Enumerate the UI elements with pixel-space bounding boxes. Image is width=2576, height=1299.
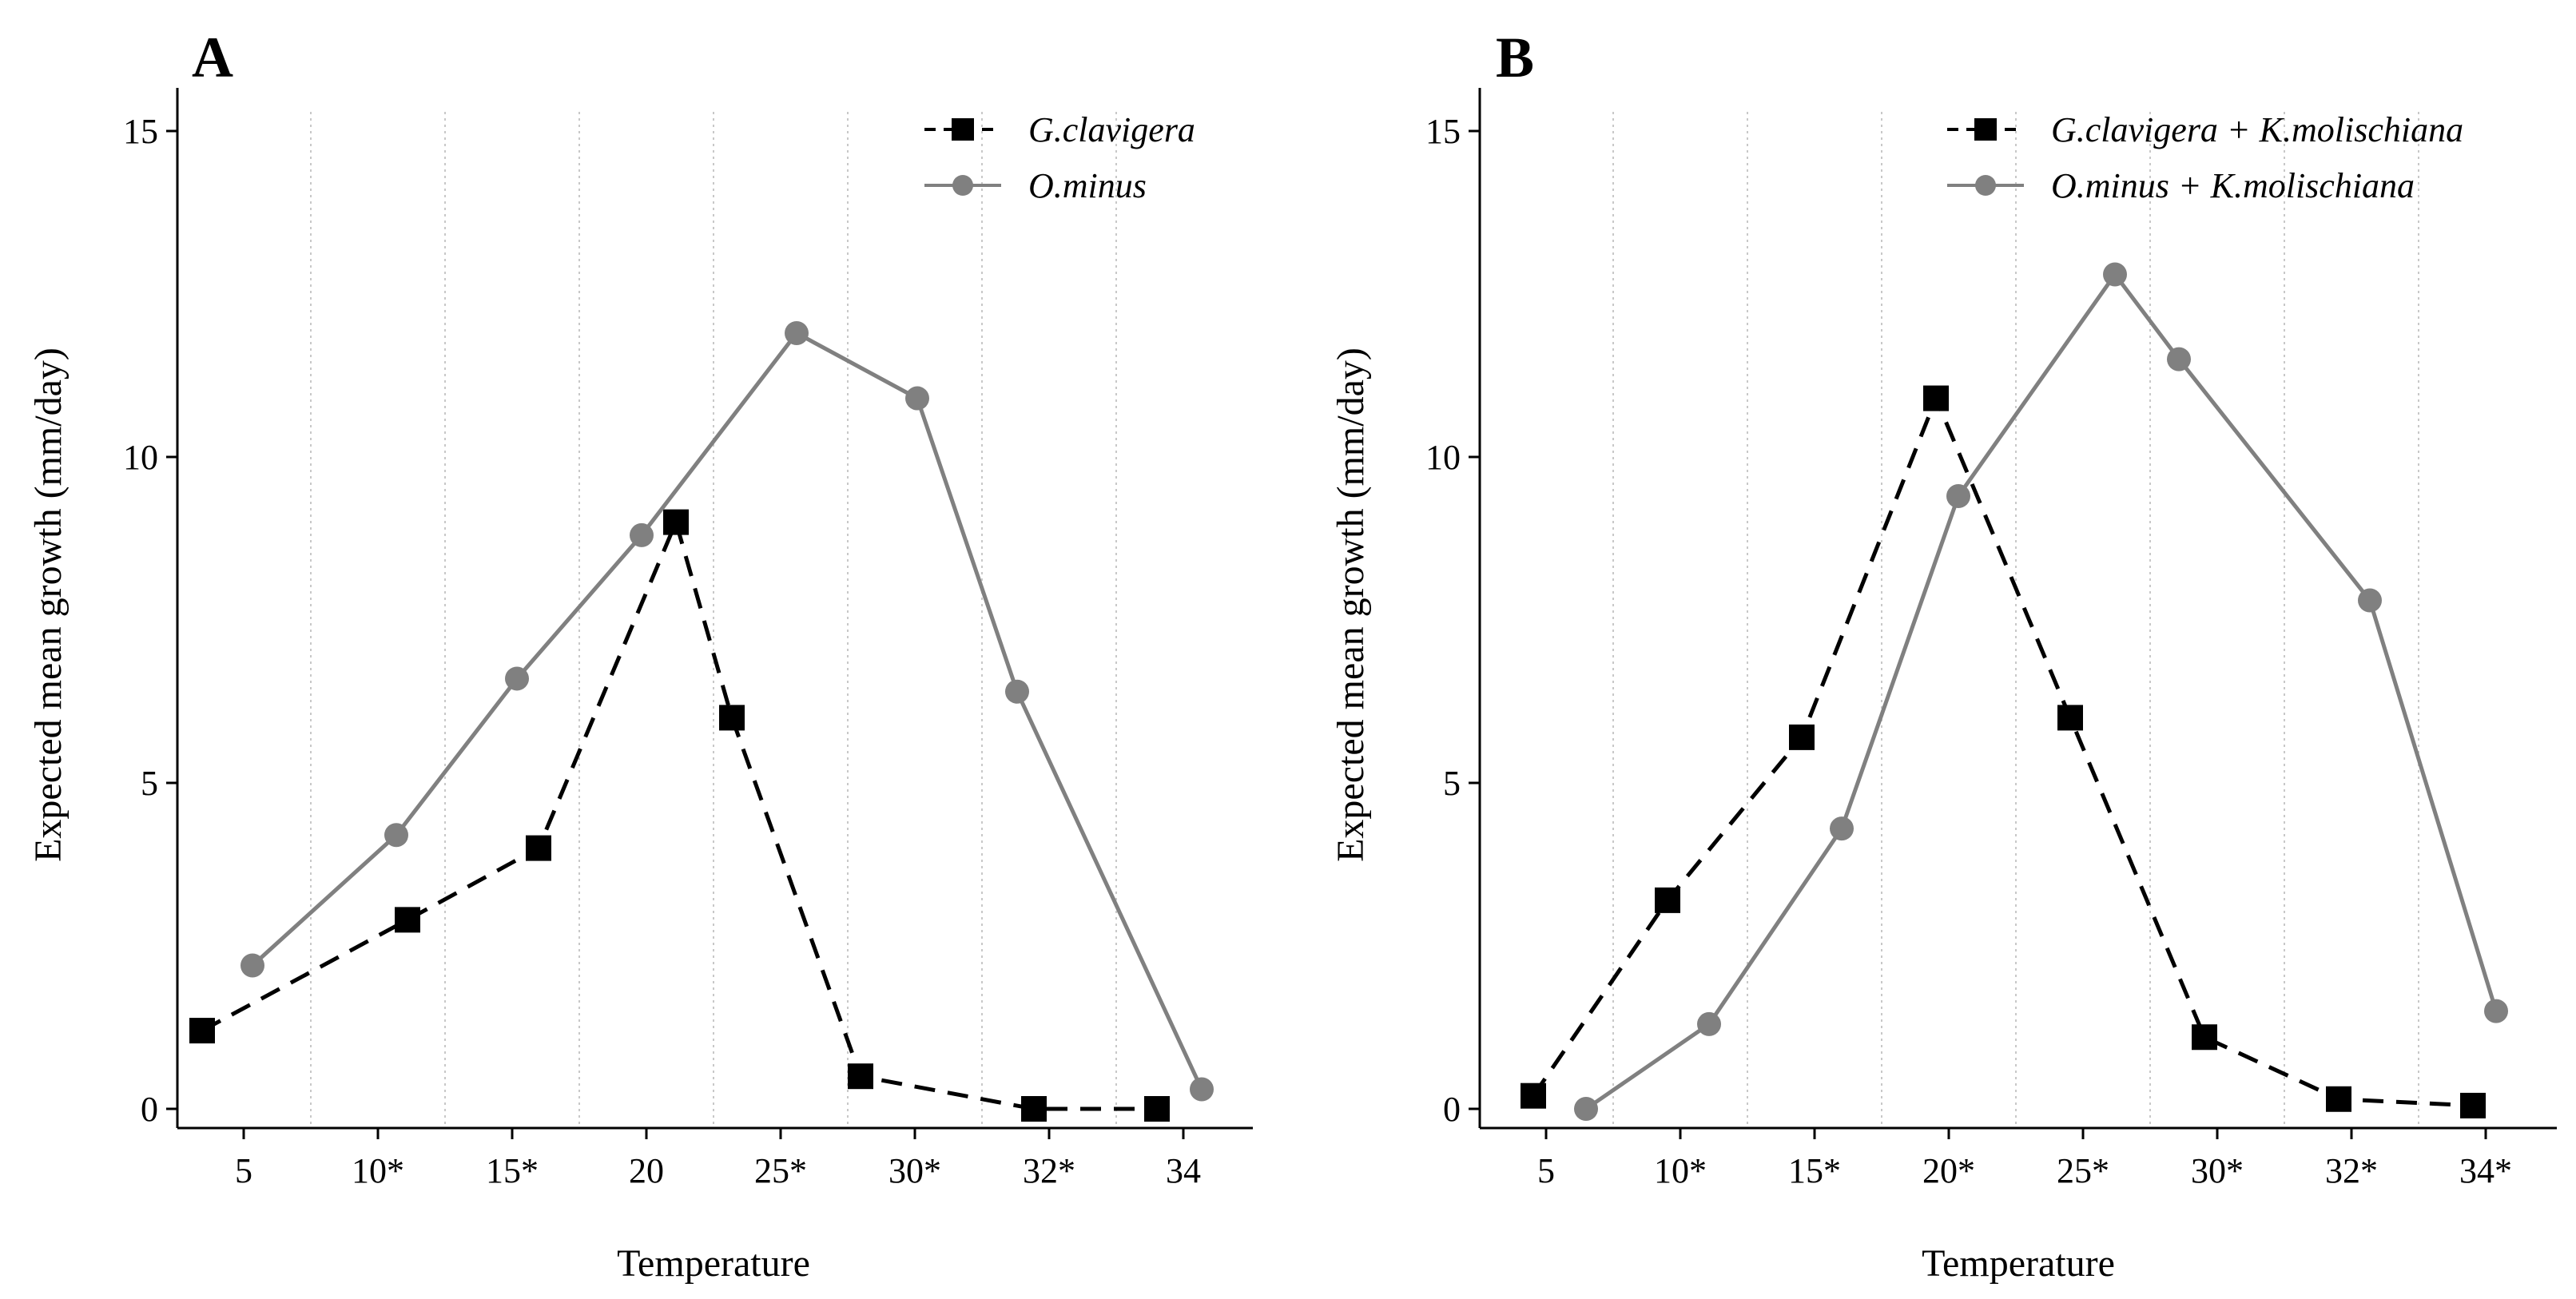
panel-a-legend: G.clavigera O.minus [924, 110, 1195, 205]
panel-b: B 0 5 10 15 5 10* 15* 20* 25* 30* 32* 34* G.clavige… [1330, 26, 2557, 1285]
panel-b-data-point-circle [1574, 1097, 1598, 1121]
panel-b-data-point-square [2326, 1086, 2351, 1112]
panel-b-y-tick-label: 5 [1443, 764, 1461, 803]
panel-b-data-point-circle [1697, 1011, 1721, 1036]
panel-b-y-axis-title: Expected mean growth (mm/day) [1330, 348, 1372, 862]
panel-b-solid-series-line [1584, 271, 2498, 1111]
panel-b-x-axis-title: Temperature [1922, 1242, 2115, 1285]
panel-b-y-tick-label: 0 [1443, 1090, 1461, 1129]
panel-letter-b: B [1496, 26, 1534, 89]
panel-a: A 0 5 10 15 5 10* 15* 20 25* 30* 32* 34 G.clavigera… [27, 26, 1253, 1285]
panel-b-y-tick-label: 10 [1425, 438, 1461, 477]
panel-b-grid [1612, 112, 2419, 1128]
panel-a-solid-series-line [251, 330, 1204, 1090]
panel-b-x-tick-label: 20* [1922, 1151, 1975, 1190]
panel-a-data-point-square [1144, 1096, 1170, 1122]
panel-a-data-point-circle [1005, 679, 1029, 704]
panel-a-y-tick-label: 15 [123, 112, 158, 151]
panel-a-x-tick-label: 32* [1023, 1151, 1075, 1190]
panel-a-data-point-circle [905, 386, 929, 411]
panel-b-data-point-circle [2358, 588, 2382, 613]
panel-a-x-tick-label: 5 [235, 1151, 252, 1190]
panel-b-data-point-circle [2484, 999, 2508, 1023]
panel-b-x-tick-label: 5 [1537, 1151, 1555, 1190]
panel-b-legend: G.clavigera + K.molischiana O.minus + K.m… [1947, 110, 2463, 205]
panel-b-legend-marker-square [1974, 118, 1997, 141]
panel-b-data-point-square [2192, 1024, 2217, 1051]
panel-a-data-point-circle [384, 823, 408, 848]
panel-b-data-point-circle [1830, 816, 1854, 841]
panel-a-y-tick-label: 10 [123, 438, 158, 477]
panel-a-data-point-circle [1190, 1077, 1214, 1102]
panel-a-data-point-square [663, 509, 689, 535]
panel-a-y-axis-title: Expected mean growth (mm/day) [27, 348, 70, 862]
panel-a-dashed-series-line [201, 516, 1157, 1111]
panel-a-x-tick-label: 25* [754, 1151, 807, 1190]
panel-b-data-point-square [1923, 385, 1949, 411]
panel-b-legend-label: G.clavigera + K.molischiana [2051, 110, 2463, 149]
panel-b-data-point-square [1655, 887, 1680, 913]
panel-a-legend-label: O.minus [1028, 166, 1147, 205]
panel-b-data-point-square [1521, 1082, 1546, 1109]
panel-a-x-tick-label: 10* [352, 1151, 404, 1190]
panel-b-data-point-square [2460, 1092, 2486, 1118]
panel-a-grid [310, 112, 1117, 1128]
panel-b-x-tick-label: 15* [1788, 1151, 1841, 1190]
panel-a-x-tick-label: 20 [629, 1151, 664, 1190]
panel-a-legend-marker-square [952, 118, 974, 141]
panel-a-y-tick-label: 0 [141, 1090, 158, 1129]
panel-b-data-point-circle [1946, 483, 1970, 508]
panel-a-data-point-square [526, 835, 551, 861]
panel-a-x-axis-title: Temperature [617, 1242, 810, 1285]
panel-a-data-point-circle [630, 522, 654, 547]
panel-b-x-tick-label: 25* [2057, 1151, 2109, 1190]
panel-a-x-tick-label: 30* [888, 1151, 941, 1190]
panel-a-axes: 0 5 10 15 5 10* 15* 20 25* 30* 32* 34 [123, 88, 1253, 1190]
panel-a-data-point-circle [241, 953, 264, 978]
panel-b-data-point-circle [2167, 347, 2191, 371]
panel-b-legend-label: O.minus + K.molischiana [2051, 166, 2415, 205]
panel-a-x-tick-label: 15* [486, 1151, 539, 1190]
panel-a-data-point-square [848, 1063, 873, 1090]
panel-a-y-tick-label: 5 [141, 764, 158, 803]
panel-a-data-point-square [395, 907, 420, 933]
panel-a-data-point-circle [505, 666, 529, 691]
panel-b-data-point-square [2057, 705, 2083, 731]
panel-a-legend-label: G.clavigera [1028, 110, 1195, 149]
panel-b-data-point-circle [2103, 262, 2127, 287]
panel-b-y-tick-label: 15 [1425, 112, 1461, 151]
panel-b-data-point-square [1789, 724, 1815, 750]
panel-b-x-tick-label: 30* [2191, 1151, 2244, 1190]
panel-letter-a: A [192, 26, 233, 89]
panel-a-data-point-square [189, 1018, 215, 1044]
panel-a-series [189, 320, 1214, 1122]
panel-b-dashed-series-line [1531, 392, 2474, 1108]
panel-b-series [1521, 262, 2508, 1121]
panel-b-x-tick-label: 32* [2325, 1151, 2378, 1190]
panel-b-x-tick-label: 10* [1654, 1151, 1707, 1190]
panel-b-axes: 0 5 10 15 5 10* 15* 20* 25* 30* 32* 34* [1425, 88, 2557, 1190]
panel-a-data-point-circle [785, 320, 809, 345]
panel-a-legend-marker-circle [952, 175, 973, 196]
panel-a-data-point-square [719, 705, 745, 731]
panel-a-x-tick-label: 34 [1166, 1151, 1201, 1190]
panel-a-data-point-square [1021, 1096, 1047, 1122]
panel-b-legend-marker-circle [1975, 175, 1996, 196]
panel-b-x-tick-label: 34* [2459, 1151, 2512, 1190]
